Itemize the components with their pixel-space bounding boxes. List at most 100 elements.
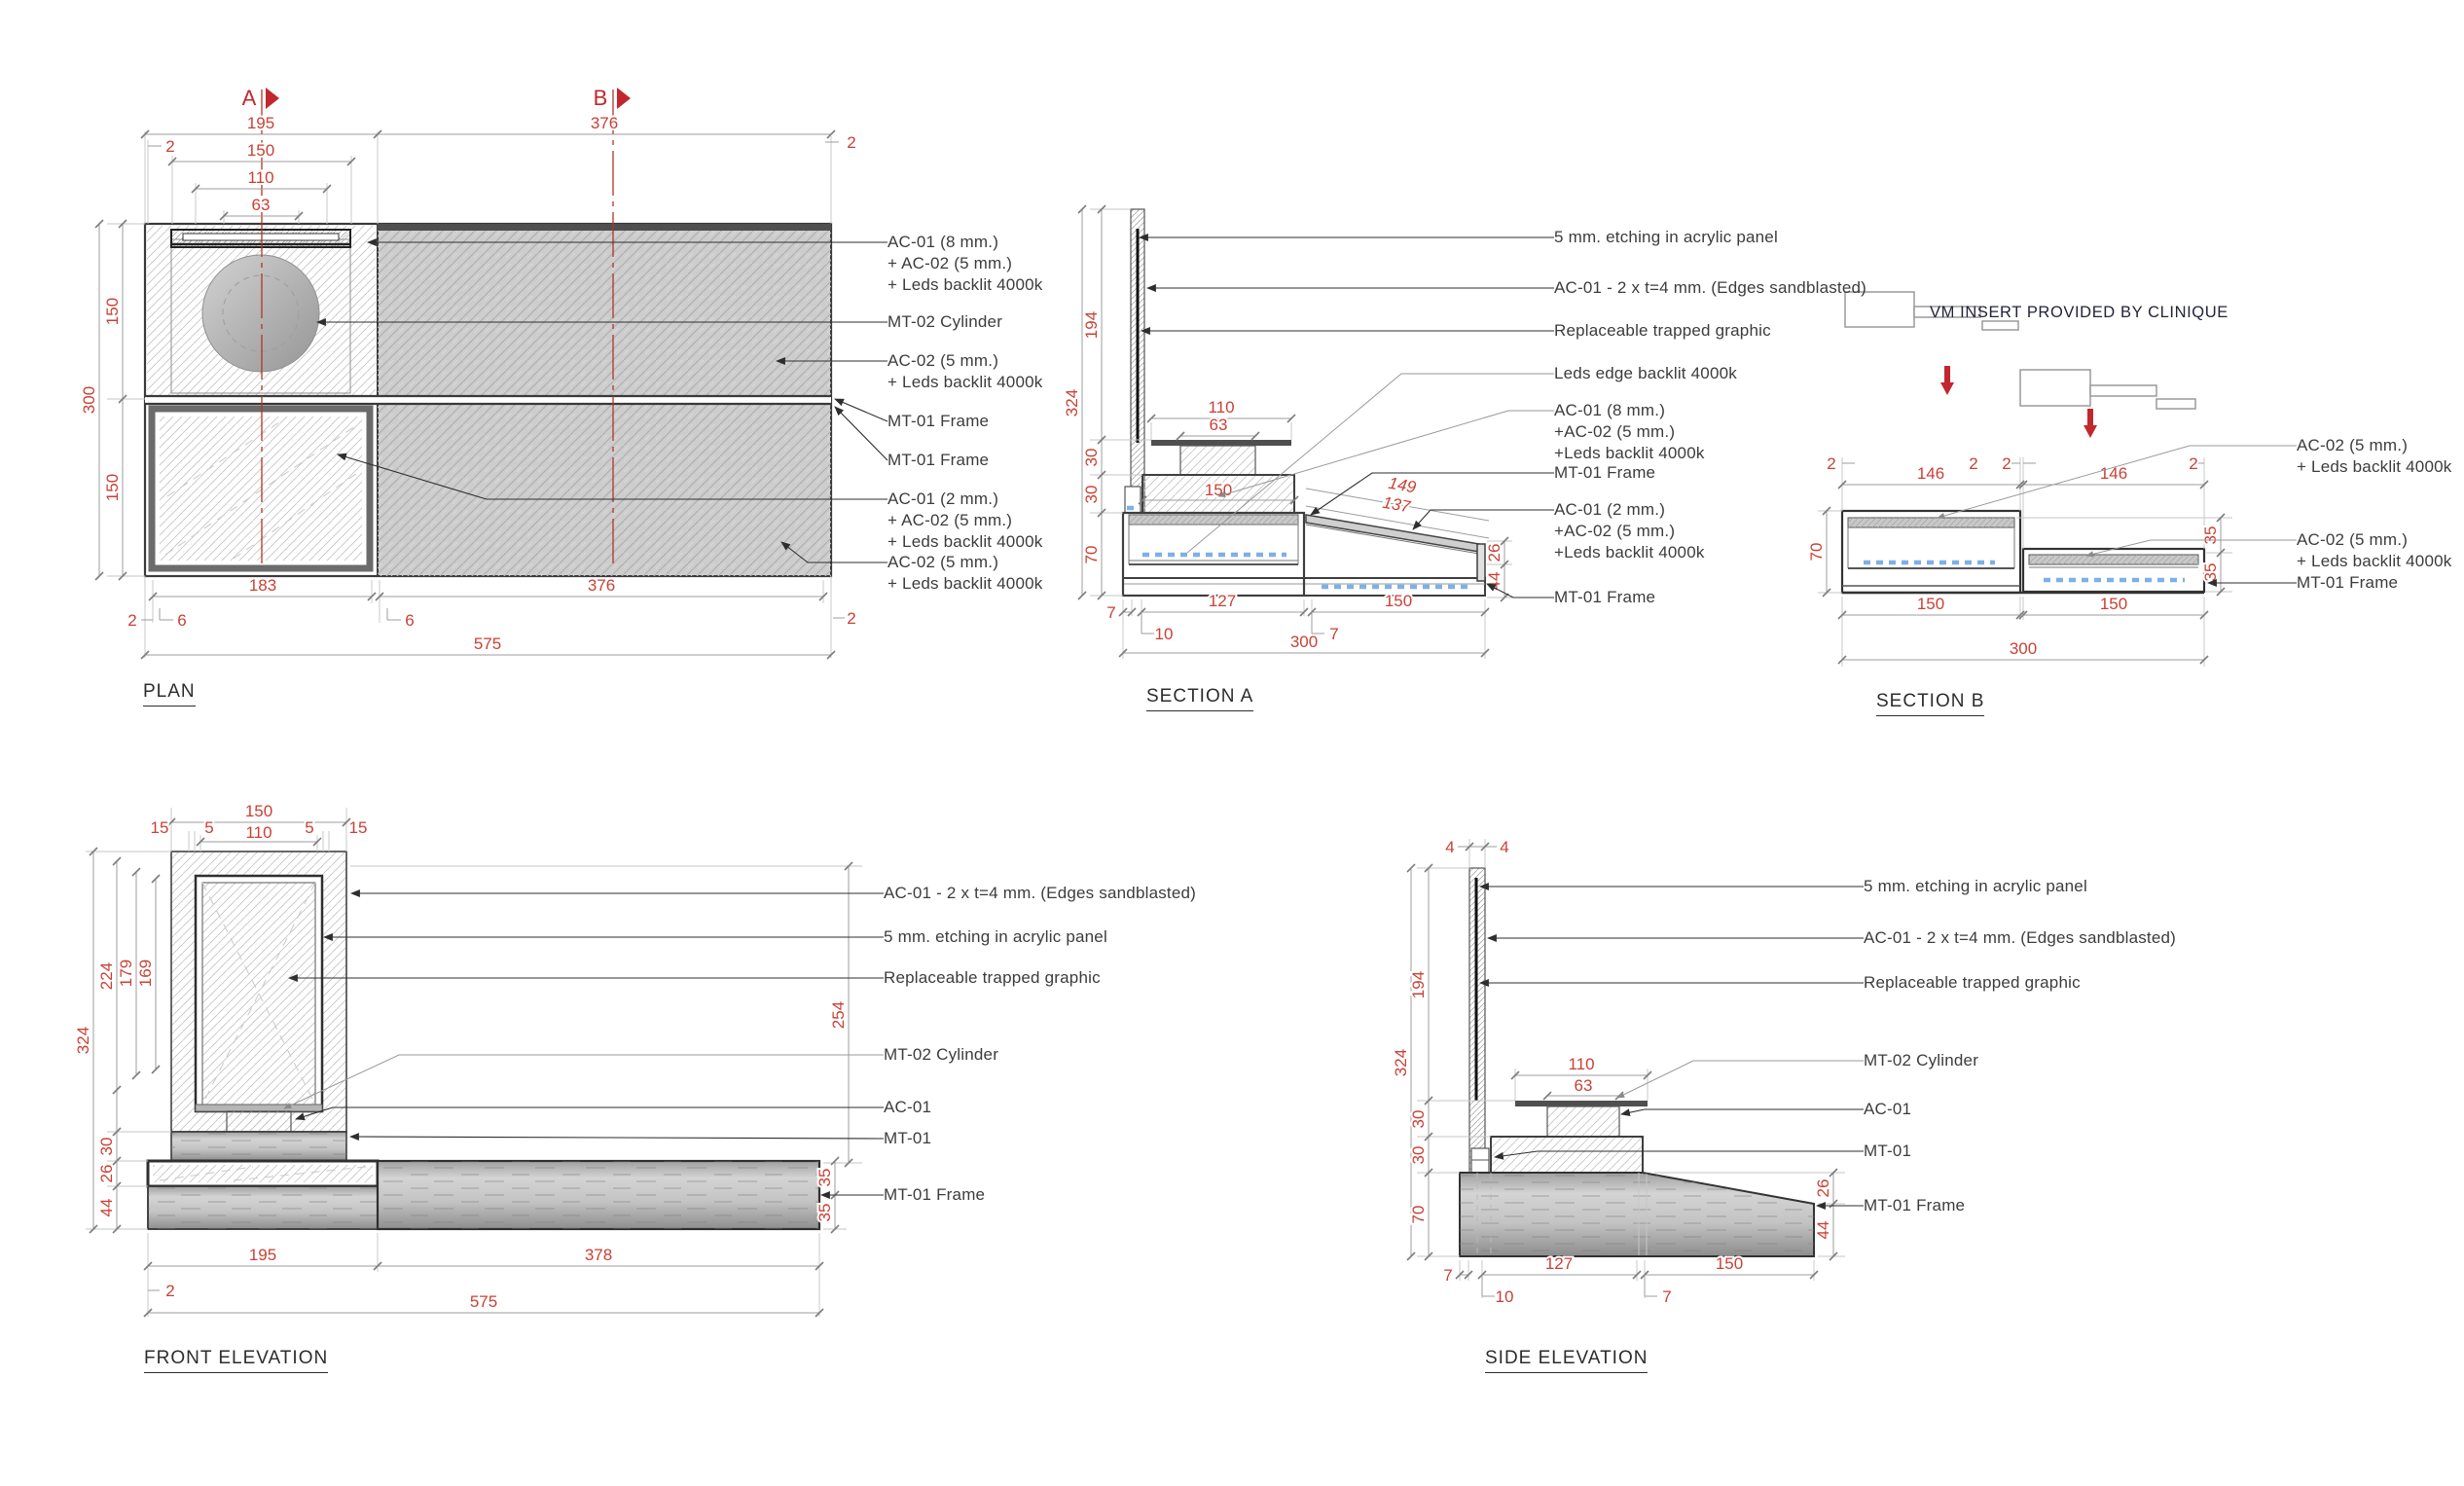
section-marker-b-arrow-icon	[617, 88, 631, 109]
svg-text:110: 110	[1208, 398, 1234, 417]
front-dimensions-top: 150 110 15 5 5 15	[149, 800, 369, 852]
section-a-label-7: MT-01 Frame	[1554, 588, 1656, 606]
svg-text:70: 70	[1082, 546, 1101, 564]
svg-text:376: 376	[591, 114, 618, 132]
svg-text:150: 150	[1205, 481, 1232, 499]
section-b-label-0: AC-02 (5 mm.) + Leds backlit 4000k	[2297, 436, 2452, 476]
svg-text:195: 195	[249, 1246, 276, 1264]
section-a-label-5: MT-01 Frame	[1554, 463, 1656, 482]
svg-text:35: 35	[2201, 563, 2220, 582]
svg-text:44: 44	[97, 1199, 116, 1217]
plan-label-0: AC-01 (8 mm.) + AC-02 (5 mm.) + Leds bac…	[888, 233, 1043, 294]
svg-text:110: 110	[247, 168, 273, 187]
svg-text:70: 70	[1409, 1206, 1428, 1224]
svg-text:35: 35	[2201, 526, 2220, 545]
plan-label-4: MT-01 Frame	[888, 451, 990, 469]
svg-text:149: 149	[1387, 474, 1418, 497]
section-a-label-6: AC-01 (2 mm.) +AC-02 (5 mm.) +Leds backl…	[1554, 500, 1705, 562]
plan-title: PLAN	[143, 681, 196, 707]
svg-text:194: 194	[1082, 311, 1101, 339]
section-a-dimensions-bottom: 7 127 150 10 7 300	[1105, 590, 1490, 659]
svg-text:2: 2	[2002, 454, 2011, 473]
svg-text:10: 10	[1496, 1287, 1514, 1306]
svg-text:183: 183	[249, 576, 276, 595]
vm-insert-boxes	[1844, 291, 2196, 410]
section-a-label-3: Leds edge backlit 4000k	[1554, 364, 1737, 382]
section-a-label-0: 5 mm. etching in acrylic panel	[1554, 228, 1778, 246]
section-marker-a: A	[242, 86, 257, 110]
svg-text:6: 6	[177, 611, 186, 630]
svg-text:2: 2	[127, 611, 136, 630]
section-b-dimensions-top: 2 2 2 2 146 146	[1825, 453, 2209, 549]
svg-text:30: 30	[97, 1138, 116, 1156]
svg-text:150: 150	[103, 474, 122, 501]
side-elevation-drawing: 4 4 324 194 30 30 70 110 63 26 44	[1390, 836, 1864, 1308]
svg-text:195: 195	[247, 114, 274, 132]
svg-text:324: 324	[1063, 389, 1081, 417]
side-dimensions-inner: 110 63	[1510, 1053, 1652, 1101]
svg-text:146: 146	[2100, 464, 2127, 483]
plan-dimensions-bottom: 183 376 2 6 6 2 575	[126, 574, 858, 660]
svg-text:2: 2	[847, 133, 855, 152]
front-elevation-title: FRONT ELEVATION	[144, 1348, 329, 1373]
side-label-5: MT-01	[1864, 1142, 1912, 1160]
svg-text:30: 30	[1409, 1110, 1428, 1129]
svg-text:4: 4	[1445, 838, 1454, 856]
svg-text:2: 2	[847, 609, 855, 628]
svg-text:254: 254	[829, 1001, 848, 1029]
section-cut-lines: A B	[242, 86, 631, 569]
svg-text:2: 2	[1827, 454, 1835, 473]
section-b-label-1: AC-02 (5 mm.) + Leds backlit 4000k	[2297, 530, 2452, 570]
svg-text:179: 179	[117, 960, 135, 987]
svg-text:30: 30	[1409, 1146, 1428, 1165]
svg-text:7: 7	[1106, 603, 1115, 622]
front-leaders	[283, 889, 885, 1199]
svg-text:150: 150	[2100, 595, 2127, 613]
svg-text:110: 110	[245, 823, 272, 842]
svg-text:26: 26	[1814, 1179, 1832, 1198]
plan-label-1: MT-02 Cylinder	[888, 312, 1003, 331]
section-a-geometry	[1121, 208, 1486, 598]
plan-label-6: AC-02 (5 mm.) + Leds backlit 4000k	[888, 553, 1043, 593]
svg-text:2: 2	[2189, 454, 2197, 473]
section-a-leaders	[1139, 234, 1554, 598]
front-label-0: AC-01 - 2 x t=4 mm. (Edges sandblasted)	[884, 884, 1197, 902]
plan-label-3: MT-01 Frame	[888, 412, 990, 430]
svg-text:110: 110	[1568, 1055, 1594, 1073]
section-b-dimensions-bottom: 150 150 300	[1837, 593, 2209, 667]
svg-text:7: 7	[1443, 1266, 1452, 1285]
svg-text:378: 378	[585, 1246, 612, 1264]
svg-text:26: 26	[97, 1165, 116, 1183]
mt02-cylinder-plan	[201, 254, 320, 373]
front-dimensions-left: 324 224 30 26 44 179 169	[72, 847, 171, 1234]
section-b-label-2: MT-01 Frame	[2297, 573, 2399, 592]
plan-leaders	[316, 238, 888, 563]
section-b-drawing: 2 2 2 2 146 146 70 35 35 150 150 300	[1805, 291, 2297, 667]
svg-text:300: 300	[1290, 633, 1318, 651]
svg-text:146: 146	[1917, 464, 1944, 483]
section-b-dimensions-sides: 70 35 35	[1805, 506, 2232, 598]
front-elevation-drawing: 150 110 15 5 5 15 324 224 30 26 44 179 1…	[72, 800, 885, 1318]
plan-label-2: AC-02 (5 mm.) + Leds backlit 4000k	[888, 351, 1043, 391]
section-a-dimensions-inner: 110 63 150 149 137	[1138, 396, 1490, 539]
side-leaders	[1479, 883, 1864, 1210]
svg-text:35: 35	[815, 1169, 834, 1187]
svg-text:26: 26	[1485, 544, 1504, 562]
side-dimensions-bottom: 7 127 150 10 7	[1441, 1252, 1819, 1308]
svg-text:63: 63	[1210, 416, 1228, 434]
side-elevation-title: SIDE ELEVATION	[1485, 1348, 1649, 1373]
svg-text:150: 150	[1385, 592, 1412, 610]
plan-dimensions-top: 195 376 150 110 63 2 2	[140, 112, 858, 224]
svg-text:300: 300	[80, 386, 98, 414]
section-b-leaders	[1937, 445, 2297, 587]
svg-text:30: 30	[1082, 449, 1101, 467]
svg-text:7: 7	[1329, 625, 1338, 643]
svg-text:30: 30	[1082, 486, 1101, 504]
svg-text:4: 4	[1500, 838, 1508, 856]
svg-text:63: 63	[252, 196, 271, 214]
svg-text:150: 150	[1917, 595, 1944, 613]
svg-text:5: 5	[204, 818, 213, 837]
front-label-3: MT-02 Cylinder	[884, 1045, 999, 1064]
svg-text:324: 324	[1392, 1049, 1410, 1076]
